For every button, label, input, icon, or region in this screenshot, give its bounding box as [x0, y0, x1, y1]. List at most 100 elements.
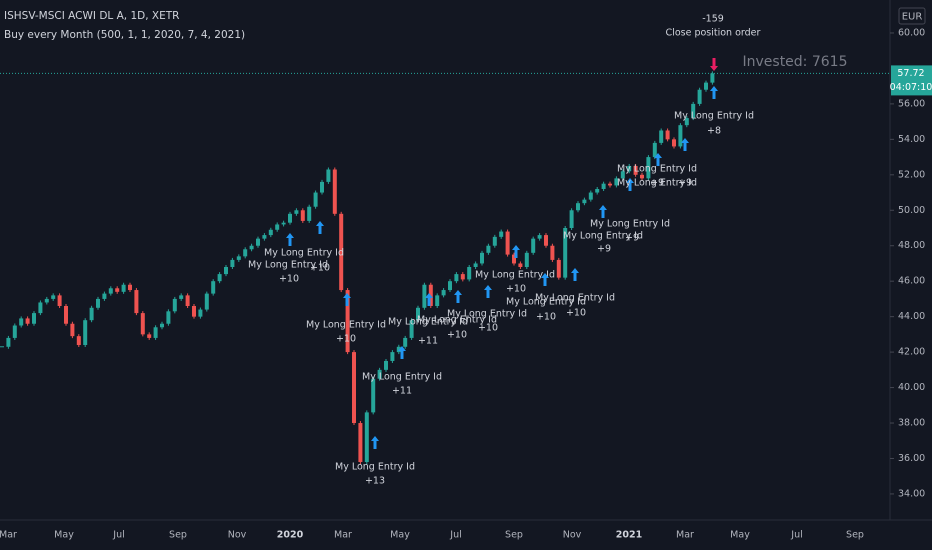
candle [115, 288, 120, 292]
entry-qty: +9 [650, 178, 664, 189]
candle [249, 245, 254, 250]
candle [550, 245, 555, 260]
candle [332, 169, 337, 214]
candle [544, 235, 548, 246]
candle [672, 139, 676, 147]
candle [646, 157, 651, 179]
x-tick-label: May [54, 530, 74, 541]
candle [582, 199, 587, 204]
candle [665, 130, 670, 140]
candle [76, 336, 81, 346]
entry-arrow [626, 178, 634, 191]
x-tick-label: Mar [0, 530, 17, 541]
entry-arrow [398, 346, 406, 359]
entry-qty: +13 [365, 476, 385, 487]
candle [134, 290, 139, 314]
x-tick-label: May [390, 530, 410, 541]
entry-label: My Long Entry Id [563, 231, 643, 242]
y-tick-label: 52.00 [898, 169, 925, 180]
candle [172, 298, 177, 312]
candle [652, 142, 657, 158]
candle [640, 174, 644, 179]
last-price-label: 57.72 [897, 68, 924, 79]
candle [83, 320, 88, 346]
candle [633, 165, 638, 175]
candle [108, 288, 113, 294]
x-tick-label: Nov [228, 530, 247, 541]
symbol: ISHSV-MSCI ACWI DL A, 1D, XETR [4, 10, 179, 22]
candle [243, 249, 248, 257]
entry-label: My Long Entry Id [264, 248, 344, 259]
entry-qty: +10 [279, 274, 299, 285]
entry-label: My Long Entry Id [535, 293, 615, 304]
candle [595, 188, 600, 193]
candle [524, 252, 529, 268]
x-tick-label: Jul [449, 530, 461, 541]
entry-arrow [425, 293, 433, 306]
candle [435, 295, 440, 307]
entry-arrow [512, 245, 520, 258]
candle [691, 103, 696, 119]
candle [473, 263, 478, 268]
entry-label: My Long Entry Id [475, 270, 555, 281]
candle [396, 346, 401, 353]
y-tick-label: 34.00 [898, 488, 925, 499]
candle [96, 298, 100, 308]
entry-label: My Long Entry Id [362, 372, 442, 383]
candle [224, 267, 228, 275]
candle [230, 259, 235, 268]
entry-qty: +10 [536, 312, 556, 323]
candle [25, 318, 30, 324]
y-tick-label: 42.00 [898, 347, 925, 358]
x-tick-label: May [730, 530, 750, 541]
candle [339, 213, 344, 291]
candle [441, 290, 446, 296]
entry-arrow [681, 138, 689, 151]
candle [614, 178, 619, 186]
entry-arrow [654, 153, 662, 166]
candle [44, 298, 49, 303]
entry-label: My Long Entry Id [335, 462, 415, 473]
candle [198, 309, 203, 317]
candle [185, 295, 190, 307]
y-tick-label: 48.00 [898, 240, 925, 251]
entry-arrow [484, 285, 492, 298]
y-tick-label: 44.00 [898, 311, 925, 322]
candle [70, 323, 75, 337]
candle [659, 130, 664, 143]
entry-label: My Long Entry Id [590, 219, 670, 230]
entry-label: My Long Entry Id [506, 297, 586, 308]
candle [620, 171, 625, 179]
candle [204, 293, 209, 310]
candle [390, 352, 395, 361]
candle [377, 369, 382, 379]
entry-label: My Long Entry Id [447, 309, 527, 320]
entry-arrow [571, 268, 579, 281]
entry-qty: +9 [625, 233, 639, 244]
y-tick-label: 56.00 [898, 98, 925, 109]
currency: EUR [902, 12, 923, 23]
entry-arrow [541, 273, 549, 286]
countdown: 04:07:10 [890, 82, 932, 93]
candle [179, 295, 184, 299]
candle [32, 313, 36, 324]
entry-arrow [599, 205, 607, 218]
candle [166, 311, 171, 324]
entry-qty: +9 [597, 244, 611, 255]
candle [448, 281, 452, 291]
y-tick-label: 60.00 [898, 27, 925, 38]
candle [697, 89, 702, 104]
candle [38, 302, 43, 314]
candle [384, 360, 388, 370]
entry-arrow [371, 436, 379, 449]
candle [467, 267, 472, 280]
candle [19, 318, 24, 326]
candle [627, 165, 632, 172]
candle [51, 295, 56, 299]
candle [403, 337, 408, 347]
candle [422, 284, 427, 308]
currency-box[interactable] [898, 7, 926, 25]
entry-qty: +10 [310, 263, 330, 274]
candle [294, 210, 299, 214]
